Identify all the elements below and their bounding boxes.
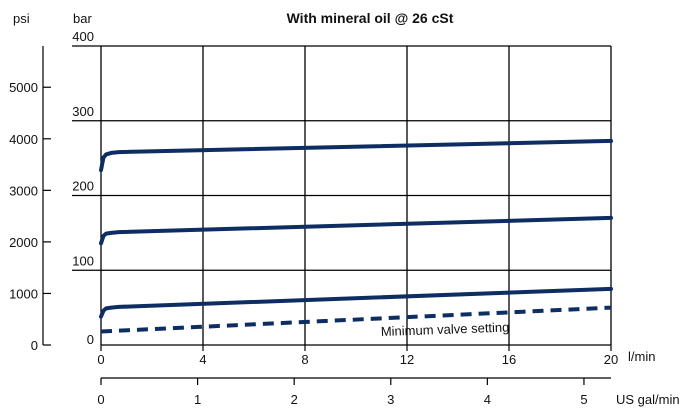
lpm-tick-label-16: 16 (502, 352, 516, 367)
usgpm-tick-label-4: 4 (484, 392, 491, 407)
usgpm-axis-unit: US gal/min (616, 392, 680, 407)
psi-tick-label-5000: 5000 (9, 80, 38, 95)
usgpm-tick-label-1: 1 (194, 392, 201, 407)
lpm-tick-label-4: 4 (199, 352, 206, 367)
usgpm-tick-label-0: 0 (97, 392, 104, 407)
psi-tick-label-4000: 4000 (9, 132, 38, 147)
lpm-axis-unit: l/min (628, 349, 655, 364)
series-line-2 (99, 215, 613, 246)
usgpm-tick-label-2: 2 (291, 392, 298, 407)
bar-tick-label-400: 400 (72, 29, 94, 44)
annotations-layer: Minimum valve setting (381, 320, 510, 339)
tick-labels-layer: 0 4 8 12 16 200100200300400010002000300040005… (9, 29, 618, 407)
series-line-1 (99, 138, 613, 173)
series-layer (99, 138, 613, 334)
bar-axis-unit: bar (73, 11, 92, 26)
chart-title: With mineral oil @ 26 cSt (287, 10, 454, 26)
psi-tick-label-2000: 2000 (9, 235, 38, 250)
bar-tick-label-200: 200 (72, 179, 94, 194)
series-line-4 (100, 305, 612, 334)
lpm-tick-label-20: 20 (604, 352, 618, 367)
bar-tick-label-300: 300 (72, 104, 94, 119)
psi-axis-unit: psi (13, 11, 30, 26)
bar-tick-label-100: 100 (72, 253, 94, 268)
usgpm-tick-label-3: 3 (387, 392, 394, 407)
psi-tick-label-3000: 3000 (9, 183, 38, 198)
bar-tick-label-0: 0 (87, 332, 94, 347)
psi-tick-label-0: 0 (31, 338, 38, 353)
series-line-3 (99, 286, 613, 319)
axes-layer (42, 46, 611, 379)
grid-layer (72, 45, 612, 345)
lpm-tick-label-0: 0 (97, 352, 104, 367)
lpm-tick-label-12: 12 (400, 352, 414, 367)
lpm-tick-label-8: 8 (301, 352, 308, 367)
annotation-label-1: Minimum valve setting (381, 320, 510, 339)
psi-tick-label-1000: 1000 (9, 286, 38, 301)
usgpm-tick-label-5: 5 (580, 392, 587, 407)
